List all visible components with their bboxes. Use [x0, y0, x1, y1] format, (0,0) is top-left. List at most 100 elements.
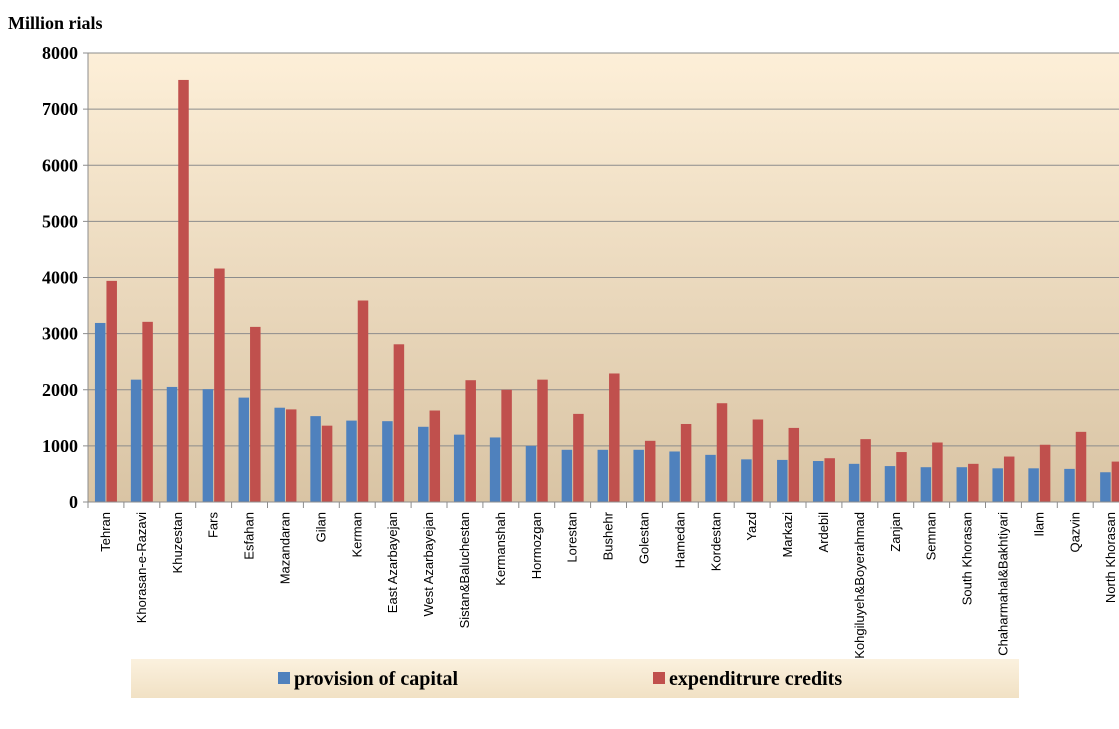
bar-provision-of-capital-kohgiluyeh-boyerahmad [848, 463, 860, 502]
x-tick-label: Gilan [313, 512, 328, 542]
x-tick-label: Kohgiluyeh&Boyerahmad [852, 512, 867, 659]
legend-label-expenditrure-credits: expenditrure credits [669, 668, 842, 690]
x-tick-label: Esfahan [242, 512, 257, 560]
bar-provision-of-capital-ilam [1028, 468, 1039, 502]
y-tick-label: 4000 [42, 268, 78, 288]
x-tick-label: Sistan&Baluchestan [457, 512, 472, 628]
y-axis-label: Million rials [8, 13, 103, 33]
bar-expenditrure-credits-khorasan-e-razavi [142, 321, 153, 502]
bar-expenditrure-credits-east-azarbayejan [393, 344, 405, 502]
x-tick-label: Tehran [98, 512, 113, 552]
bar-expenditrure-credits-golestan [644, 440, 656, 502]
legend-swatch-expenditrure-credits [653, 672, 665, 684]
bar-expenditrure-credits-kerman [357, 300, 369, 502]
y-tick-label: 8000 [42, 43, 78, 63]
bar-expenditrure-credits-esfahan [250, 326, 261, 502]
bar-expenditrure-credits-kohgiluyeh-boyerahmad [860, 439, 871, 502]
y-tick-label: 3000 [42, 324, 78, 344]
bar-provision-of-capital-sistan-baluchestan [453, 434, 465, 502]
bar-expenditrure-credits-khuzestan [178, 79, 189, 502]
bar-expenditrure-credits-mazandaran [285, 409, 297, 502]
y-axis-ticks: 0 1000 2000 3000 4000 5000 6000 7000 8000 [42, 43, 88, 512]
x-tick-label: Bushehr [601, 511, 616, 560]
bar-provision-of-capital-esfahan [238, 397, 250, 502]
y-tick-label: 5000 [42, 211, 78, 231]
x-tick-label: Qazvin [1067, 512, 1082, 552]
bar-provision-of-capital-mazandaran [274, 407, 285, 502]
x-tick-label: Hormozgan [529, 512, 544, 579]
axes [87, 53, 1119, 503]
x-axis-ticks: Tehran Khorasan-e-Razavi Khuzestan Fars Esfa… [87, 502, 1118, 659]
bar-provision-of-capital-bushehr [597, 449, 609, 502]
bar-expenditrure-credits-north-khorasan [1111, 461, 1119, 502]
bar-expenditrure-credits-kermanshah [501, 389, 512, 502]
x-tick-label: Kerman [349, 512, 364, 558]
bar-provision-of-capital-kerman [346, 420, 357, 502]
y-tick-label: 1000 [42, 436, 78, 456]
x-tick-label: Zanjan [888, 512, 903, 552]
y-tick-label: 0 [69, 492, 78, 512]
bar-expenditrure-credits-hamedan [680, 423, 692, 502]
legend: provision of capital expenditrure credit… [131, 659, 1019, 698]
bar-provision-of-capital-gilan [310, 416, 321, 502]
bar-expenditrure-credits-tehran [106, 280, 117, 502]
x-tick-label: Lorestan [565, 512, 580, 563]
bar-expenditrure-credits-sistan-baluchestan [465, 380, 476, 502]
bar-provision-of-capital-golestan [633, 449, 644, 502]
x-tick-label: West Azarbayejan [421, 512, 436, 617]
x-tick-label: Ardebil [816, 512, 831, 553]
x-tick-label: South Khorasan [960, 512, 975, 605]
y-tick-label: 2000 [42, 380, 78, 400]
x-tick-label: North Khorasan [1103, 512, 1118, 603]
bar-provision-of-capital-tehran [94, 322, 106, 502]
bar-provision-of-capital-west-azarbayejan [418, 426, 429, 502]
x-tick-label: Khorasan-e-Razavi [134, 512, 149, 623]
x-tick-label: Golestan [636, 512, 651, 564]
bar-provision-of-capital-kordestan [705, 454, 716, 502]
x-tick-label: East Azarbayejan [385, 512, 400, 613]
legend-swatch-provision-of-capital [278, 672, 290, 684]
legend-box [131, 659, 1019, 698]
x-tick-label: Markazi [780, 512, 795, 558]
bar-expenditrure-credits-qazvin [1075, 431, 1087, 502]
bar-provision-of-capital-fars [202, 389, 214, 502]
bar-expenditrure-credits-ilam [1039, 444, 1051, 502]
bar-provision-of-capital-markazi [777, 459, 788, 502]
bar-expenditrure-credits-yazd [752, 419, 764, 502]
x-tick-label: Semnan [924, 512, 939, 560]
bar-provision-of-capital-chaharmahal-bakhtiyari [992, 468, 1003, 502]
bar-expenditrure-credits-chaharmahal-bakhtiyari [1003, 456, 1015, 502]
bar-provision-of-capital-north-khorasan [1100, 472, 1111, 502]
bar-provision-of-capital-semnan [920, 467, 932, 502]
x-tick-label: Kermanshah [493, 512, 508, 586]
bar-provision-of-capital-khorasan-e-razavi [130, 379, 142, 502]
bar-expenditrure-credits-hormozgan [537, 379, 548, 502]
bar-expenditrure-credits-kordestan [716, 403, 728, 502]
bar-expenditrure-credits-fars [214, 268, 225, 502]
bar-expenditrure-credits-markazi [788, 427, 800, 502]
bar-provision-of-capital-hamedan [669, 451, 680, 502]
y-tick-label: 6000 [42, 155, 78, 175]
bar-expenditrure-credits-ardebil [824, 458, 835, 502]
y-tick-label: 7000 [42, 99, 78, 119]
x-tick-label: Chaharmahal&Bakhtiyari [995, 512, 1010, 656]
bar-provision-of-capital-zanjan [884, 466, 896, 502]
bar-expenditrure-credits-lorestan [573, 413, 584, 502]
bar-expenditrure-credits-bushehr [609, 373, 620, 502]
bar-provision-of-capital-khuzestan [166, 386, 178, 502]
x-tick-label: Ilam [1031, 512, 1046, 537]
x-tick-label: Khuzestan [170, 512, 185, 573]
bar-expenditrure-credits-gilan [321, 425, 333, 502]
bar-provision-of-capital-qazvin [1064, 468, 1075, 502]
bar-expenditrure-credits-south-khorasan [968, 463, 979, 502]
bar-expenditrure-credits-semnan [932, 442, 943, 502]
x-tick-label: Fars [206, 512, 221, 539]
bar-provision-of-capital-hormozgan [525, 445, 537, 502]
x-tick-label: Kordestan [708, 512, 723, 571]
bar-provision-of-capital-east-azarbayejan [382, 421, 393, 502]
bar-provision-of-capital-yazd [741, 459, 752, 502]
x-tick-label: Mazandaran [277, 512, 292, 584]
bars [94, 79, 1119, 502]
bar-provision-of-capital-kermanshah [489, 437, 501, 502]
bar-provision-of-capital-ardebil [812, 461, 824, 502]
